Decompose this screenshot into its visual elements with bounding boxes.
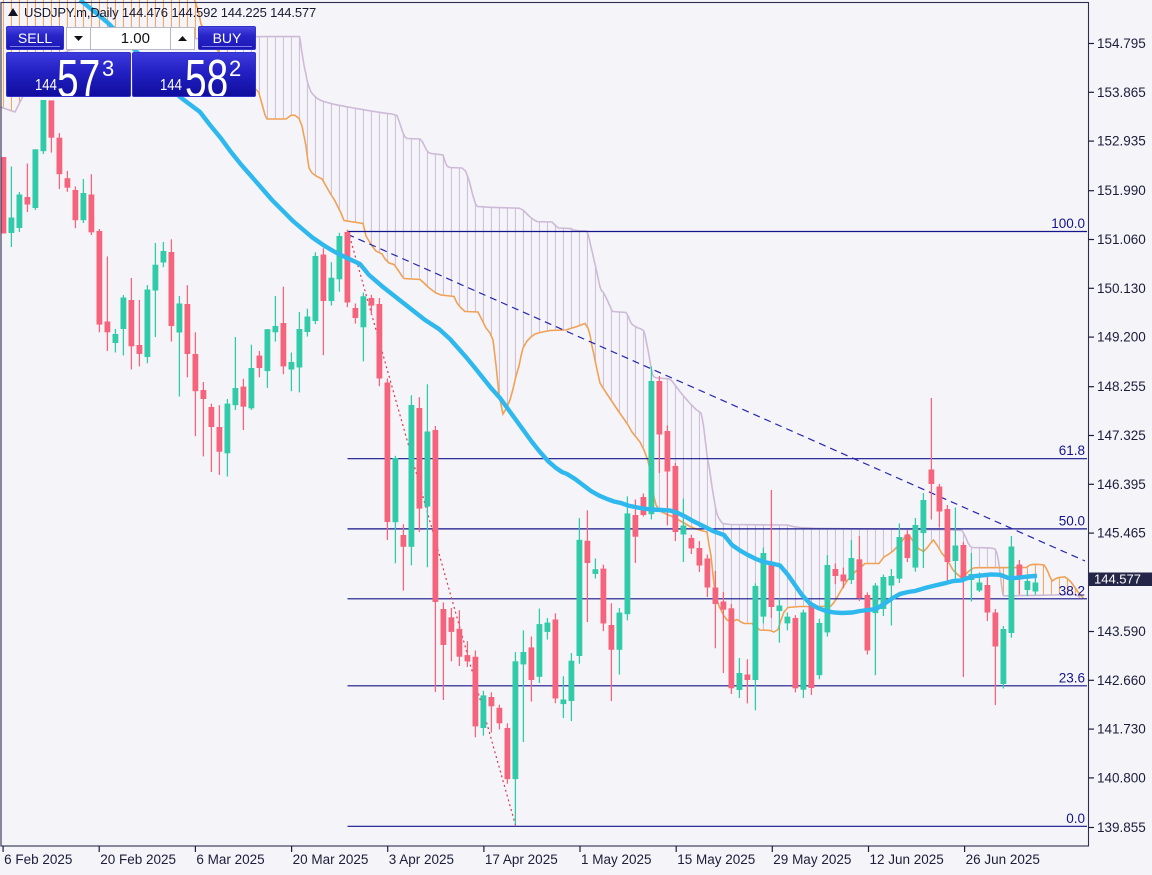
svg-text:20 Mar 2025: 20 Mar 2025 <box>293 852 369 867</box>
svg-text:0.0: 0.0 <box>1066 811 1085 826</box>
svg-text:6 Feb 2025: 6 Feb 2025 <box>4 852 72 867</box>
svg-text:154.795: 154.795 <box>1097 36 1146 51</box>
svg-text:17 Apr 2025: 17 Apr 2025 <box>485 852 558 867</box>
svg-text:USDJPY.m,Daily 144.476 144.59: USDJPY.m,Daily 144.476 144.592 144.225 1… <box>24 5 316 20</box>
svg-text:151.990: 151.990 <box>1097 183 1146 198</box>
svg-text:142.660: 142.660 <box>1097 673 1146 688</box>
svg-text:1 May 2025: 1 May 2025 <box>581 852 652 867</box>
svg-text:15 May 2025: 15 May 2025 <box>677 852 755 867</box>
svg-text:20 Feb 2025: 20 Feb 2025 <box>100 852 176 867</box>
svg-text:149.200: 149.200 <box>1097 330 1146 345</box>
svg-text:6 Mar 2025: 6 Mar 2025 <box>196 852 264 867</box>
svg-text:50.0: 50.0 <box>1059 513 1085 528</box>
svg-text:26 Jun 2025: 26 Jun 2025 <box>966 852 1040 867</box>
svg-text:144.577: 144.577 <box>1094 572 1141 587</box>
svg-text:148.255: 148.255 <box>1097 379 1146 394</box>
svg-text:12 Jun 2025: 12 Jun 2025 <box>870 852 944 867</box>
svg-text:153.865: 153.865 <box>1097 85 1146 100</box>
svg-text:141.730: 141.730 <box>1097 722 1146 737</box>
svg-text:61.8: 61.8 <box>1059 443 1085 458</box>
svg-text:152.935: 152.935 <box>1097 134 1146 149</box>
svg-text:38.2: 38.2 <box>1059 583 1085 598</box>
svg-text:145.465: 145.465 <box>1097 526 1146 541</box>
svg-text:143.590: 143.590 <box>1097 624 1146 639</box>
svg-text:23.6: 23.6 <box>1059 670 1085 685</box>
svg-text:151.060: 151.060 <box>1097 232 1146 247</box>
svg-text:139.855: 139.855 <box>1097 820 1146 835</box>
svg-text:140.800: 140.800 <box>1097 770 1146 785</box>
svg-text:29 May 2025: 29 May 2025 <box>773 852 851 867</box>
svg-text:150.130: 150.130 <box>1097 281 1146 296</box>
svg-text:3 Apr 2025: 3 Apr 2025 <box>389 852 454 867</box>
svg-text:100.0: 100.0 <box>1051 216 1085 231</box>
svg-text:147.325: 147.325 <box>1097 428 1146 443</box>
svg-text:146.395: 146.395 <box>1097 477 1146 492</box>
